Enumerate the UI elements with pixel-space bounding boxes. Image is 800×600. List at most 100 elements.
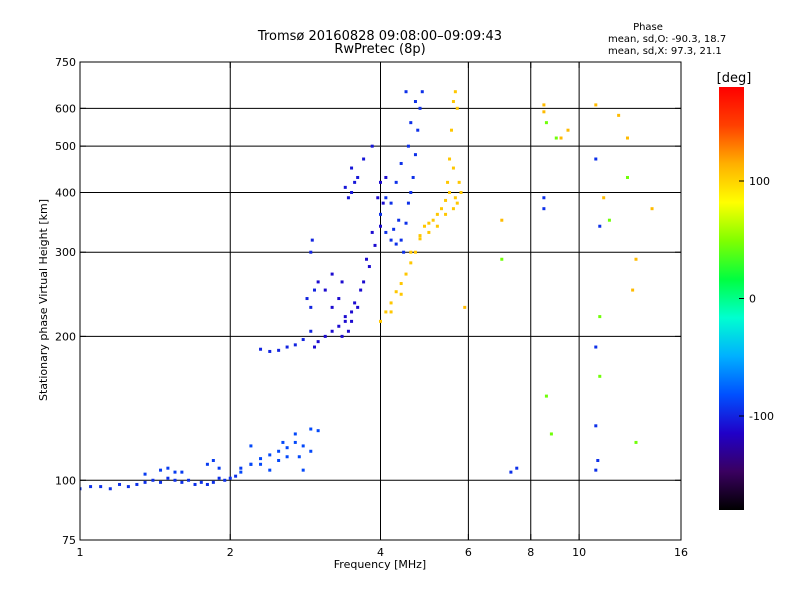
data-point	[500, 218, 504, 222]
data-point	[617, 113, 621, 117]
data-point	[409, 250, 413, 254]
data-point	[435, 212, 439, 216]
data-point	[446, 180, 450, 184]
data-point	[350, 310, 354, 314]
stats-heading: Phase	[633, 22, 663, 33]
data-point	[126, 485, 130, 489]
data-point	[625, 175, 629, 179]
y-tick-label: 400	[55, 186, 76, 199]
chart-subtitle: RwPretec (8p)	[334, 42, 425, 57]
data-points	[80, 90, 654, 491]
data-point	[404, 272, 408, 276]
data-point	[389, 201, 393, 205]
data-point	[379, 180, 382, 184]
data-point	[376, 196, 380, 200]
colorbar-tick-label: -100	[749, 410, 774, 423]
data-point	[384, 196, 388, 200]
data-point	[451, 207, 455, 211]
data-point	[350, 166, 354, 170]
data-point	[625, 136, 629, 140]
data-point	[259, 462, 263, 466]
data-point	[173, 478, 177, 482]
data-point	[337, 297, 341, 301]
data-point	[297, 455, 301, 459]
data-point	[448, 190, 452, 194]
x-tick-label: 2	[227, 546, 234, 559]
data-point	[409, 121, 413, 125]
y-tick-label: 75	[62, 534, 76, 547]
data-point	[411, 175, 415, 179]
data-point	[173, 470, 177, 474]
data-point	[359, 288, 363, 292]
data-point	[418, 106, 422, 110]
data-point	[249, 444, 253, 448]
data-point	[268, 349, 272, 353]
data-point	[343, 315, 347, 319]
data-point	[316, 280, 320, 284]
data-point	[180, 470, 184, 474]
data-point	[544, 121, 548, 125]
data-point	[309, 329, 313, 333]
data-point	[444, 198, 448, 202]
data-point	[343, 319, 347, 323]
data-point	[323, 288, 327, 292]
data-point	[394, 290, 398, 294]
data-point	[453, 90, 457, 94]
data-point	[217, 476, 221, 480]
x-tick-label: 4	[377, 546, 384, 559]
data-point	[293, 432, 297, 436]
data-point	[435, 224, 439, 228]
y-tick-label: 600	[55, 102, 76, 115]
data-point	[211, 480, 215, 484]
y-tick-label: 500	[55, 140, 76, 153]
colorbar-tick-label: 0	[749, 293, 756, 306]
y-tick-label: 200	[55, 330, 76, 343]
data-point	[381, 201, 385, 205]
data-point	[631, 288, 635, 292]
data-point	[330, 329, 334, 333]
data-point	[259, 457, 263, 461]
data-point	[346, 329, 350, 333]
data-point	[337, 324, 341, 328]
data-point	[305, 297, 309, 301]
data-point	[356, 305, 360, 309]
data-point	[598, 315, 602, 319]
data-point	[422, 224, 426, 228]
data-point	[544, 394, 548, 398]
data-point	[500, 257, 504, 261]
data-point	[301, 468, 305, 472]
data-point	[594, 157, 598, 161]
data-point	[379, 319, 382, 323]
data-point	[249, 462, 253, 466]
data-point	[277, 458, 281, 462]
data-point	[379, 212, 382, 216]
data-point	[418, 237, 422, 241]
data-point	[340, 280, 344, 284]
data-point	[455, 106, 459, 110]
grid-lines	[80, 62, 681, 540]
data-point	[268, 453, 272, 457]
data-point	[399, 238, 403, 242]
data-point	[285, 455, 289, 459]
data-point	[427, 230, 431, 234]
data-point	[285, 446, 289, 450]
x-tick-label: 16	[674, 546, 688, 559]
data-point	[594, 468, 598, 472]
data-point	[80, 487, 82, 491]
data-point	[379, 224, 382, 228]
data-point	[367, 265, 371, 269]
data-point	[559, 136, 563, 140]
data-point	[650, 207, 654, 211]
data-point	[346, 196, 350, 200]
data-point	[607, 218, 611, 222]
data-point	[166, 476, 170, 480]
data-point	[542, 110, 546, 114]
data-point	[180, 480, 184, 484]
data-point	[392, 227, 396, 231]
data-point	[389, 310, 393, 314]
data-point	[598, 374, 602, 378]
data-point	[108, 487, 112, 491]
data-point	[99, 485, 103, 489]
data-point	[427, 221, 431, 225]
data-point	[330, 272, 334, 276]
